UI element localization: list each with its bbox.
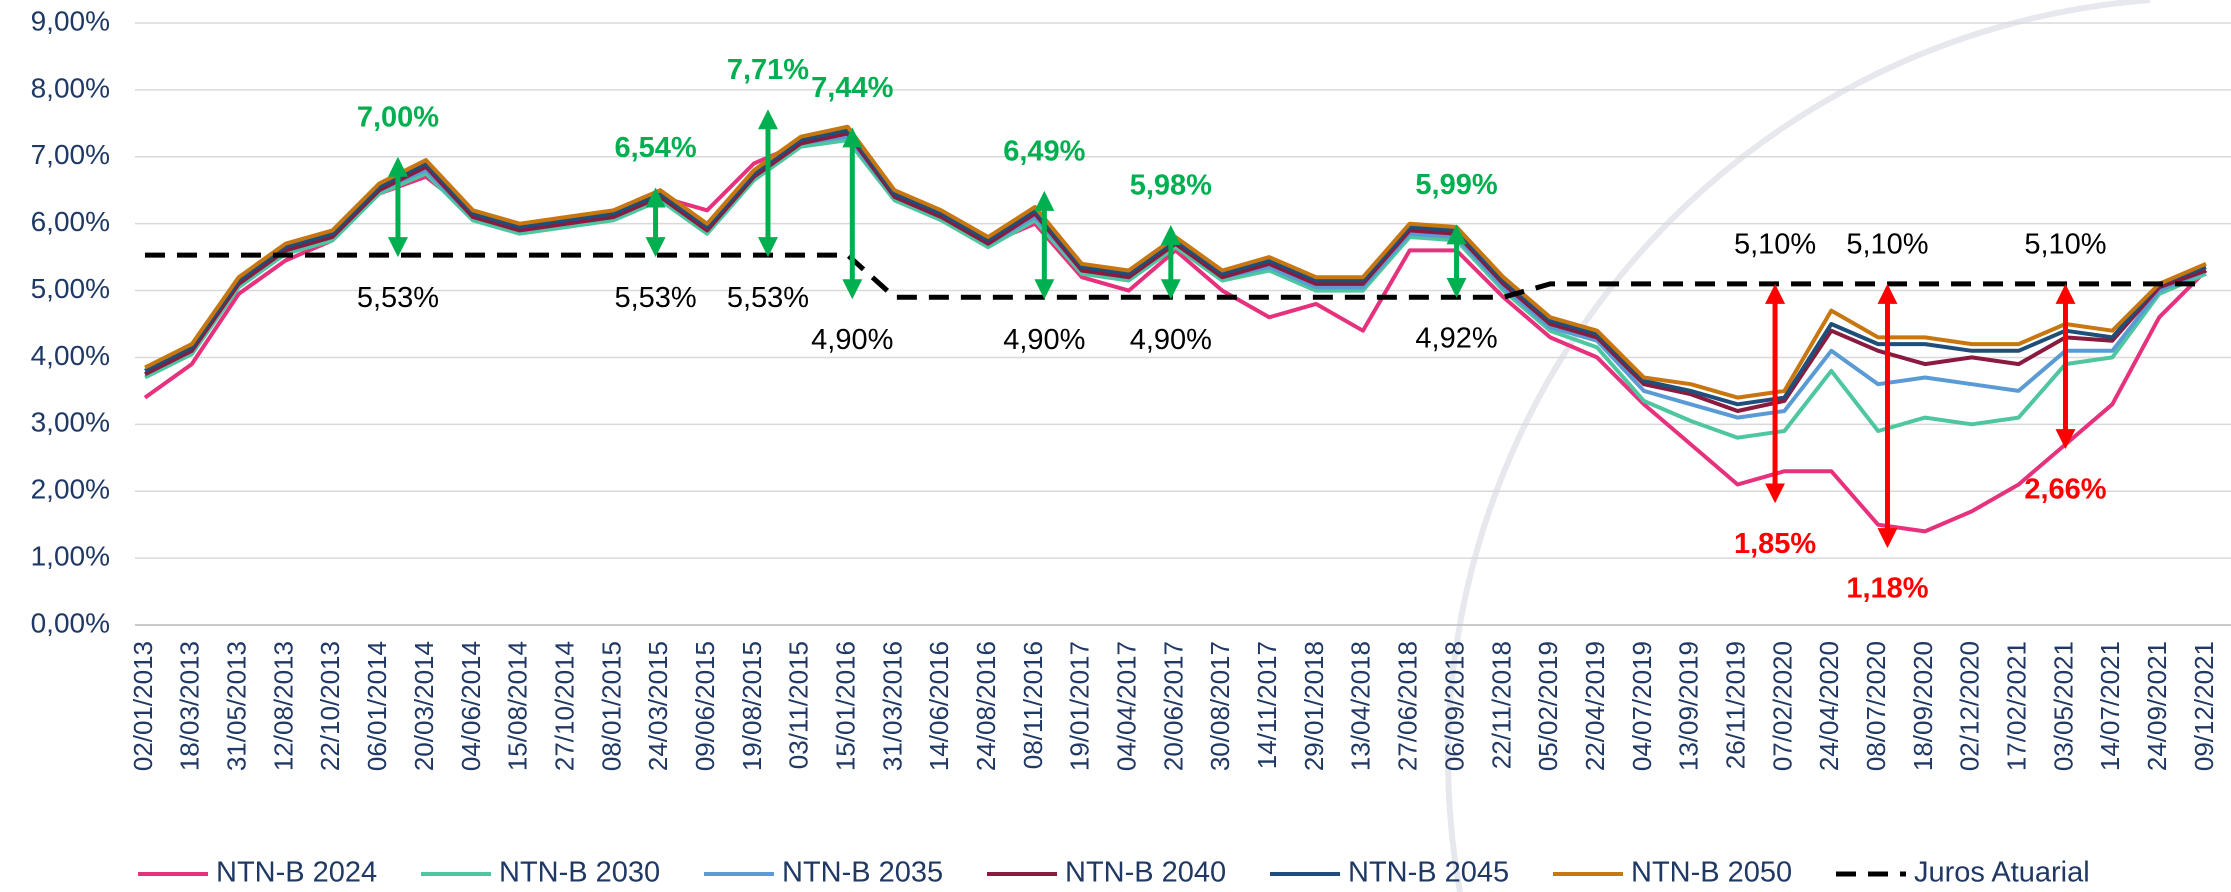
x-tick-label: 12/08/2013 xyxy=(268,641,298,771)
x-tick-label: 08/01/2015 xyxy=(596,641,626,771)
annotation-low-label: 1,18% xyxy=(1846,573,1928,605)
x-tick-label: 27/10/2014 xyxy=(549,641,579,771)
x-tick-label: 04/04/2017 xyxy=(1112,641,1142,771)
background-arc xyxy=(1445,0,2151,892)
annotation-high-label: 5,98% xyxy=(1130,170,1212,202)
x-tick-label: 24/04/2020 xyxy=(1814,641,1844,771)
x-tick-label: 19/01/2017 xyxy=(1065,641,1095,771)
y-tick-label: 7,00% xyxy=(31,139,110,170)
legend-label: NTN-B 2024 xyxy=(216,857,377,889)
x-tick-label: 06/09/2018 xyxy=(1439,641,1469,771)
x-tick-label: 09/12/2021 xyxy=(2189,641,2219,771)
x-tick-label: 05/02/2019 xyxy=(1533,641,1563,771)
y-tick-label: 0,00% xyxy=(31,607,110,638)
annotation-high-label: 5,10% xyxy=(1846,229,1928,261)
y-tick-label: 5,00% xyxy=(31,273,110,304)
x-tick-label: 29/01/2018 xyxy=(1299,641,1329,771)
annotation-low-label: 5,53% xyxy=(614,282,696,314)
x-tick-label: 04/07/2019 xyxy=(1627,641,1657,771)
x-tick-label: 03/11/2015 xyxy=(784,641,814,769)
x-tick-label: 19/08/2015 xyxy=(737,641,767,771)
annotation-high-label: 5,10% xyxy=(1734,229,1816,261)
annotation-low-label: 5,53% xyxy=(357,282,439,314)
legend-label: NTN-B 2030 xyxy=(499,857,660,889)
legend-label: NTN-B 2050 xyxy=(1631,857,1792,889)
y-tick-label: 2,00% xyxy=(31,474,110,505)
x-tick-label: 14/06/2016 xyxy=(924,641,954,771)
annotation-high-label: 6,54% xyxy=(614,132,696,164)
x-tick-label: 07/02/2020 xyxy=(1767,641,1797,771)
x-tick-label: 14/11/2017 xyxy=(1252,641,1282,769)
annotation-low-label: 4,90% xyxy=(1003,324,1085,356)
x-tick-label: 02/01/2013 xyxy=(128,641,158,771)
x-tick-label: 03/05/2021 xyxy=(2048,641,2078,771)
annotation-low-label: 2,66% xyxy=(2024,474,2106,506)
x-tick-label: 30/08/2017 xyxy=(1205,641,1235,771)
x-tick-label: 15/01/2016 xyxy=(830,641,860,771)
annotation-low-label: 5,53% xyxy=(727,282,809,314)
x-tick-label: 06/01/2014 xyxy=(362,641,392,771)
legend-label: Juros Atuarial xyxy=(1914,857,2090,889)
x-tick-label: 22/10/2013 xyxy=(315,641,345,771)
annotation-high-label: 7,71% xyxy=(727,54,809,86)
y-tick-label: 8,00% xyxy=(31,72,110,103)
x-tick-label: 18/09/2020 xyxy=(1908,641,1938,771)
y-tick-label: 3,00% xyxy=(31,407,110,438)
annotation-low-label: 4,90% xyxy=(811,324,893,356)
reference-line xyxy=(145,252,2206,300)
x-tick-label: 27/06/2018 xyxy=(1393,641,1423,771)
x-tick-label: 31/03/2016 xyxy=(877,641,907,771)
annotation-high-label: 7,00% xyxy=(357,101,439,133)
x-tick-label: 04/06/2014 xyxy=(456,641,486,771)
x-tick-label: 18/03/2013 xyxy=(175,641,205,771)
annotation-low-label: 4,90% xyxy=(1130,324,1212,356)
y-tick-label: 1,00% xyxy=(31,541,110,572)
y-tick-label: 4,00% xyxy=(31,340,110,371)
legend-label: NTN-B 2040 xyxy=(1065,857,1226,889)
annotation-low-label: 4,92% xyxy=(1415,323,1497,355)
x-tick-label: 31/05/2013 xyxy=(222,641,252,771)
annotation-high-label: 6,49% xyxy=(1003,136,1085,168)
x-tick-label: 20/03/2014 xyxy=(409,641,439,771)
x-tick-label: 15/08/2014 xyxy=(503,641,533,771)
x-tick-label: 08/07/2020 xyxy=(1861,641,1891,771)
x-tick-label: 13/09/2019 xyxy=(1674,641,1704,771)
x-tick-label: 26/11/2019 xyxy=(1720,641,1750,769)
x-tick-label: 08/11/2016 xyxy=(1018,641,1048,769)
x-tick-label: 09/06/2015 xyxy=(690,641,720,771)
annotation-high-label: 5,10% xyxy=(2024,229,2106,261)
annotation-high-label: 5,99% xyxy=(1415,169,1497,201)
x-tick-label: 24/08/2016 xyxy=(971,641,1001,771)
x-tick-label: 22/04/2019 xyxy=(1580,641,1610,771)
x-tick-label: 24/03/2015 xyxy=(643,641,673,771)
legend-label: NTN-B 2045 xyxy=(1348,857,1509,889)
y-tick-label: 6,00% xyxy=(31,206,110,237)
x-tick-label: 17/02/2021 xyxy=(2002,641,2032,771)
legend-label: NTN-B 2035 xyxy=(782,857,943,889)
x-tick-label: 13/04/2018 xyxy=(1346,641,1376,771)
x-tick-label: 24/09/2021 xyxy=(2142,641,2172,771)
x-tick-label: 22/11/2018 xyxy=(1486,641,1516,769)
x-tick-label: 02/12/2020 xyxy=(1955,641,1985,771)
annotation-high-label: 7,44% xyxy=(811,72,893,104)
x-tick-label: 14/07/2021 xyxy=(2095,641,2125,771)
x-tick-label: 20/06/2017 xyxy=(1158,641,1188,771)
annotation-low-label: 1,85% xyxy=(1734,528,1816,560)
y-tick-label: 9,00% xyxy=(31,5,110,36)
